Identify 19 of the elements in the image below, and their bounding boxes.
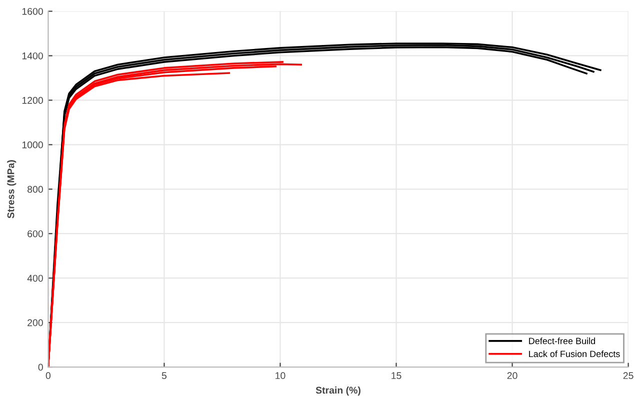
legend-label: Lack of Fusion Defects [529, 350, 620, 358]
x-tick-label: 15 [392, 372, 402, 380]
y-tick-label: 1000 [22, 141, 43, 148]
y-tick-label: 200 [28, 319, 43, 326]
y-tick-label: 1200 [22, 96, 43, 104]
y-tick-label: 600 [28, 230, 43, 238]
x-tick-label: 25 [623, 372, 634, 380]
y-tick-label: 1600 [22, 8, 43, 15]
y-tick-label: 400 [27, 274, 43, 282]
y-tick-label: 1400 [22, 52, 43, 60]
legend-label: Defect-free Build [529, 338, 596, 344]
y-tick-label: 800 [28, 186, 43, 193]
x-tick-label: 0 [46, 372, 51, 380]
x-tick-label: 5 [162, 372, 166, 380]
x-tick-label: 10 [276, 372, 286, 380]
y-axis-title: Stress (MPa) [7, 160, 16, 218]
x-tick-label: 20 [507, 372, 518, 380]
y-tick-label: 0 [38, 364, 43, 371]
x-axis-title: Strain (%) [316, 386, 360, 396]
